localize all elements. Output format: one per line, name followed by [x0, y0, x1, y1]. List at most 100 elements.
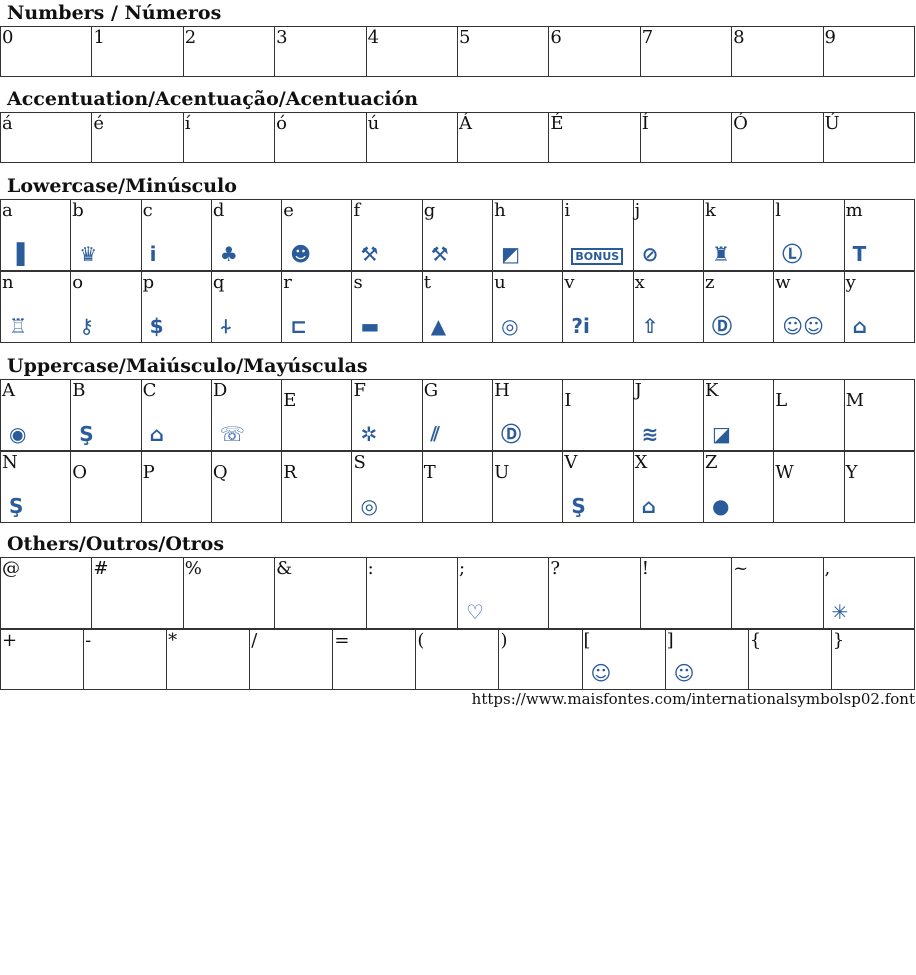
glyph-cell: 6	[548, 26, 641, 77]
glyph-char: U	[494, 462, 510, 483]
section-title: Others/Outros/Otros	[7, 533, 225, 555]
glyph-cell: o ⚷	[70, 271, 142, 343]
glyph-cell: M	[843, 379, 916, 451]
section-lowercase: Lowercase/Minúsculo a ▐ b ♛ c i d ♣ e ☻ f ⚒ g ⚒ h ◩ i BONU…	[0, 173, 916, 343]
glyph-cell: 5	[456, 26, 550, 77]
glyph-char: C	[142, 380, 157, 401]
glyph-char: r	[283, 272, 292, 293]
glyph-cell: =	[332, 629, 417, 690]
glyph-cell: n ♖	[0, 271, 72, 343]
girl-face-icon: ☺	[673, 661, 695, 685]
glyph-cell: E	[281, 379, 353, 451]
glyph-char: J	[634, 380, 642, 401]
glyph-cell: J ≋	[632, 379, 704, 451]
glyph-char: ó	[276, 113, 288, 134]
footer-url[interactable]: https://www.maisfontes.com/international…	[471, 690, 915, 708]
glyph-char: P	[142, 462, 155, 483]
glyph-cell: Y	[843, 451, 916, 523]
glyph-char: @	[2, 558, 20, 579]
glyph-cell: z Ⓓ	[702, 271, 775, 343]
glyph-row: 0 1 2 3 4 5 6 7 8 9	[0, 26, 916, 77]
glyph-cell: ó	[274, 112, 367, 163]
glyph-char: w	[775, 272, 791, 293]
glyph-cell: í	[182, 112, 276, 163]
glyph-char: W	[775, 462, 794, 483]
glyph-char: 6	[550, 27, 562, 48]
section-title: Numbers / Números	[7, 2, 222, 24]
book-icon: ▐	[9, 242, 25, 266]
glyph-char: Ó	[733, 113, 748, 134]
glyph-char: X	[634, 452, 648, 473]
glyph-char: Í	[641, 113, 649, 134]
glyph-cell: p $	[140, 271, 212, 343]
glyph-char: Z	[704, 452, 718, 473]
glyph-cell: *	[166, 629, 251, 690]
glyph-cell: y ⌂	[843, 271, 916, 343]
glyph-cell: W	[773, 451, 845, 523]
glyph-char: h	[494, 200, 506, 221]
house-tree-icon: ⌂	[641, 494, 656, 518]
ba-logo-icon: ⊘	[641, 242, 659, 266]
glyph-cell: Z ●	[702, 451, 775, 523]
building-icon: ⌂	[852, 314, 867, 338]
glyph-cell: v ?i	[562, 271, 634, 343]
section-title: Accentuation/Acentuação/Acentuación	[7, 88, 419, 110]
glyph-char: }	[832, 630, 845, 651]
glyph-char: 7	[641, 27, 654, 48]
glyph-char: g	[423, 200, 436, 221]
glyph-char: ]	[666, 630, 674, 651]
glyph-cell: X ⌂	[632, 451, 704, 523]
glyph-char: í	[184, 113, 191, 134]
glyph-cell: Ó	[731, 112, 824, 163]
glyph-cell: 7	[639, 26, 733, 77]
glyph-cell: &	[274, 557, 367, 629]
glyph-char: N	[2, 452, 18, 473]
info-icon: i	[149, 242, 157, 266]
glyph-char: q	[212, 272, 225, 293]
glyph-cell: k ♜	[702, 199, 775, 271]
glyph-char: [	[583, 630, 591, 651]
glyph-cell: h ◩	[492, 199, 564, 271]
glyph-char: a	[2, 200, 13, 221]
heart-seal-icon: ♡	[465, 600, 484, 624]
hammers-icon: ⚒	[360, 242, 379, 266]
glyph-cell: [☺	[581, 629, 666, 690]
glyph-cell: /	[249, 629, 334, 690]
glyph-cell: , ✳	[822, 557, 916, 629]
glyph-char: *	[168, 630, 178, 651]
tx-icon: T	[852, 242, 867, 266]
glyph-cell: a ▐	[0, 199, 72, 271]
seal-icon: ◎	[501, 314, 519, 338]
hammers-small-icon: ⚒	[430, 242, 449, 266]
glyph-char: /	[251, 630, 258, 651]
crown-icon: ♛	[79, 242, 98, 266]
glyph-char: {	[749, 630, 762, 651]
glyph-char: é	[93, 113, 105, 134]
glyph-char: l	[775, 200, 782, 221]
dollar-icon: $	[149, 314, 164, 338]
glyph-cell: U	[492, 451, 564, 523]
couple-icon: ☺☺	[782, 314, 824, 338]
glyph-char: #	[93, 558, 109, 579]
glyph-cell: Ú	[822, 112, 916, 163]
ring-circle-icon: ◉	[9, 422, 27, 446]
glyph-cell: Á	[456, 112, 550, 163]
glyph-row: + - * / =()[☺] ☺{}	[0, 629, 916, 690]
horseshoe-circle-icon: ◎	[360, 494, 378, 518]
glyph-char: p	[142, 272, 155, 293]
glyph-char: z	[704, 272, 715, 293]
glyph-char: )	[500, 630, 508, 651]
glyph-char: Ú	[824, 113, 840, 134]
d-circle-icon: Ⓓ	[501, 422, 522, 446]
key-icon: ⚷	[79, 314, 94, 338]
section-others: Others/Outros/Otros @ #% &:; ♡?! ~, ✳ + - * / =()[☺…	[0, 531, 916, 690]
glyph-cell: á	[0, 112, 93, 163]
glyph-table: 0 1 2 3 4 5 6 7 8 9	[0, 26, 916, 77]
glyph-cell: é	[91, 112, 184, 163]
glyph-char: 1	[93, 27, 105, 48]
